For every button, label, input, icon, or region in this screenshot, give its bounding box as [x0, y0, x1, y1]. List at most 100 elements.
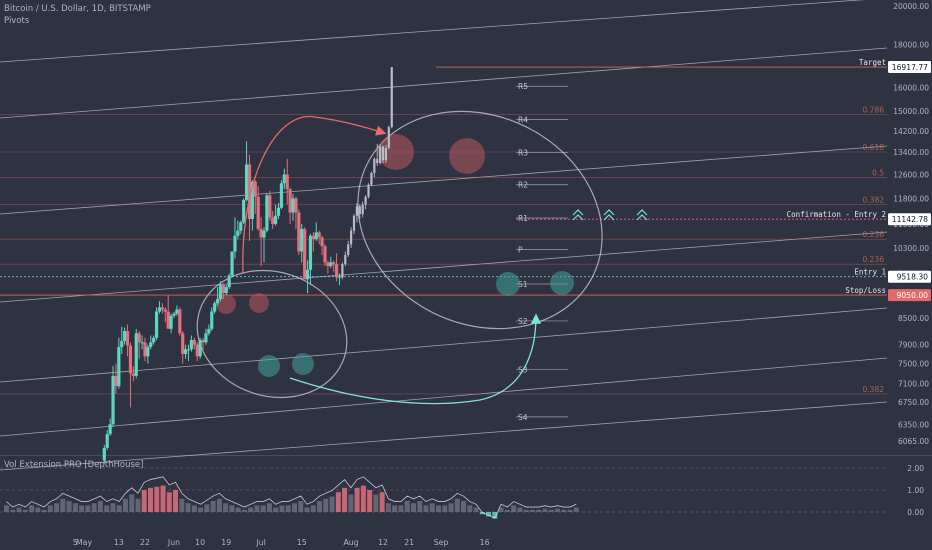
- vol-bar: [429, 503, 435, 512]
- sub-panel-title: Vol Extension PRO [DepthHouse]: [4, 460, 144, 470]
- x-tick-label: 15: [297, 538, 307, 547]
- candle-body: [320, 237, 324, 247]
- candle-body: [198, 340, 202, 357]
- vol-bar: [129, 494, 135, 512]
- vol-bar: [22, 509, 28, 512]
- candle-body: [314, 232, 318, 240]
- top-highlight-dot: [449, 138, 485, 174]
- projection-body: [352, 215, 356, 231]
- candle-body: [125, 331, 130, 346]
- vol-bar: [204, 504, 210, 512]
- projection-body: [347, 244, 350, 256]
- pivot-label: S4: [518, 413, 528, 422]
- candle-body: [160, 307, 164, 310]
- x-tick-label: 19: [221, 538, 231, 547]
- candle-body: [271, 217, 275, 224]
- candles: [102, 141, 342, 464]
- top-highlight-dot: [249, 293, 269, 313]
- sub-tick-label: 1.00: [907, 486, 924, 495]
- vol-bar: [348, 494, 354, 512]
- vol-bar: [373, 494, 379, 512]
- vol-bar: [517, 507, 523, 512]
- vol-bar: [104, 505, 110, 512]
- candle-body: [305, 269, 310, 280]
- trend-channel-line: [0, 401, 888, 471]
- candle-body: [102, 447, 106, 461]
- candle-body: [256, 196, 260, 229]
- fib-label: 0.236: [863, 255, 885, 264]
- vol-bar: [567, 509, 573, 512]
- candle-body: [215, 299, 220, 304]
- vol-bar: [229, 505, 235, 512]
- fib-label: 0.618: [863, 143, 885, 152]
- candle-body: [233, 235, 237, 252]
- x-tick-label: Aug: [343, 538, 358, 547]
- candle-body: [204, 333, 208, 343]
- x-tick-label: 13: [114, 538, 124, 547]
- candle-body: [279, 183, 284, 208]
- vol-bar: [54, 503, 60, 512]
- up-chevron-icon: [636, 214, 648, 221]
- pivot-label: R1: [518, 214, 528, 223]
- y-tick-label: 13400.00: [893, 148, 929, 157]
- vol-bar: [542, 508, 548, 512]
- up-chevron-icon: [572, 214, 584, 221]
- candle-body: [250, 181, 254, 220]
- trend-channel-line: [0, 145, 888, 215]
- price-tag-label: 9050.00: [897, 291, 929, 300]
- vol-bar: [492, 512, 498, 519]
- vol-bar: [16, 507, 22, 512]
- trend-channel-line: [0, 357, 888, 437]
- projection-body: [355, 206, 359, 216]
- vol-bar: [241, 509, 247, 512]
- up-chevron-icon: [636, 209, 648, 216]
- candle-body: [181, 333, 185, 354]
- candle-body: [276, 207, 281, 216]
- x-tick-label: 22: [140, 538, 150, 547]
- candle-body: [311, 235, 315, 240]
- bottom-highlight-dot: [496, 272, 520, 296]
- x-tick-label: Jul: [255, 538, 265, 547]
- price-tag-label: 11142.78: [892, 215, 928, 224]
- candle-body: [326, 262, 330, 267]
- vol-bar: [461, 501, 467, 512]
- vol-extension-line: [6, 476, 577, 519]
- vol-bar: [342, 487, 348, 512]
- vol-bar: [423, 505, 429, 512]
- candle-body: [274, 215, 278, 224]
- candle-body: [114, 375, 118, 387]
- red-curved-arrow: [242, 115, 387, 275]
- candle-body: [157, 307, 162, 312]
- vol-bar: [467, 505, 473, 512]
- fib-label: 0.786: [863, 106, 885, 115]
- x-tick-label: Jun: [167, 538, 180, 547]
- vol-bar: [122, 498, 128, 512]
- candle-body: [149, 342, 153, 347]
- sub-tick-label: 2.00: [907, 464, 924, 473]
- vol-bar: [141, 490, 147, 512]
- level-label: Stop/Loss: [845, 286, 886, 295]
- candle-body: [207, 328, 211, 334]
- vol-bar: [548, 509, 554, 512]
- candle-body: [201, 340, 205, 343]
- vol-bar: [91, 503, 97, 512]
- candle-body: [323, 246, 327, 263]
- vol-bar: [504, 509, 510, 512]
- candle-body: [218, 285, 223, 300]
- fib-label: 0.382: [863, 385, 885, 394]
- candle-body: [291, 198, 295, 213]
- candle-body: [169, 315, 173, 329]
- level-label: Confirmation - Entry 2: [787, 210, 886, 219]
- vol-bar: [191, 505, 197, 512]
- projection-body: [344, 255, 347, 265]
- candle-body: [300, 228, 304, 252]
- candle-body: [213, 303, 217, 312]
- vol-bar: [254, 505, 260, 512]
- vol-bar: [135, 498, 141, 512]
- bottom-highlight-dot: [550, 271, 574, 295]
- candle-body: [137, 333, 141, 343]
- projection-body: [341, 264, 344, 278]
- level-label: Target: [859, 58, 886, 67]
- accumulation-ellipse-right: [357, 110, 603, 330]
